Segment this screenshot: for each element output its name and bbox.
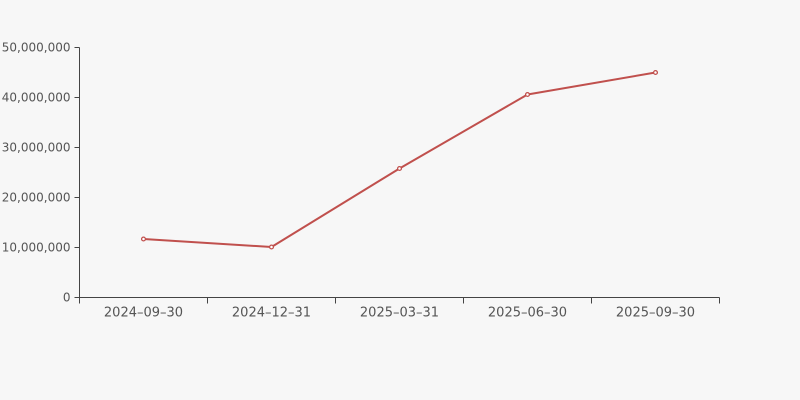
data-point-marker[interactable] <box>268 244 275 250</box>
data-point-marker[interactable] <box>396 165 403 172</box>
y-axis-tick-label: 40,000,000 <box>2 91 71 105</box>
x-axis: 2024–09–30 2024–12–31 2025–03–31 2025–06–30… <box>79 297 720 321</box>
y-axis-tick-label: 30,000,000 <box>2 141 71 155</box>
x-axis-tick-label: 2024–09–30 <box>104 306 183 321</box>
y-axis-tick-label: 20,000,000 <box>2 191 71 205</box>
y-axis-tick-label: 50,000,000 <box>2 41 71 55</box>
x-axis-tick-label: 2025–03–31 <box>360 306 439 321</box>
x-axis-tick-label: 2025–06–30 <box>488 306 567 321</box>
y-axis: 0 10,000,000 20,000,000 30,000,000 40,000,00… <box>2 41 80 305</box>
series-layer <box>140 69 659 250</box>
series-line <box>142 71 657 248</box>
data-point-marker[interactable] <box>524 91 531 98</box>
y-axis-tick-label: 0 <box>63 291 71 305</box>
axes <box>79 47 720 298</box>
data-point-marker[interactable] <box>140 236 147 242</box>
x-axis-tick-label: 2024–12–31 <box>232 306 311 321</box>
data-point-marker[interactable] <box>652 69 659 76</box>
x-axis-tick-label: 2025–09–30 <box>616 306 695 321</box>
y-axis-tick-label: 10,000,000 <box>2 241 71 255</box>
